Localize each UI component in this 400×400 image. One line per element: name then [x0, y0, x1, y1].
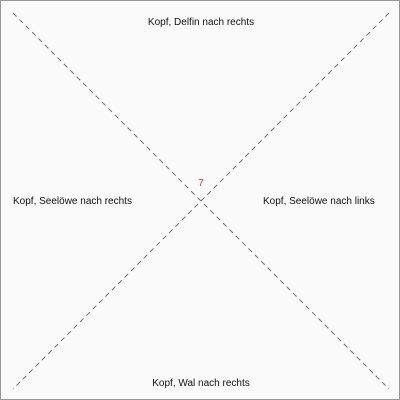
label-bottom: Kopf, Wal nach rechts: [152, 378, 250, 389]
label-top: Kopf, Delfin nach rechts: [147, 17, 255, 28]
label-right: Kopf, Seelöwe nach links: [263, 196, 375, 207]
diagonal-line-up: [12, 12, 390, 390]
label-left: Kopf, Seelöwe nach rechts: [13, 196, 132, 207]
center-number: 7: [198, 178, 204, 189]
